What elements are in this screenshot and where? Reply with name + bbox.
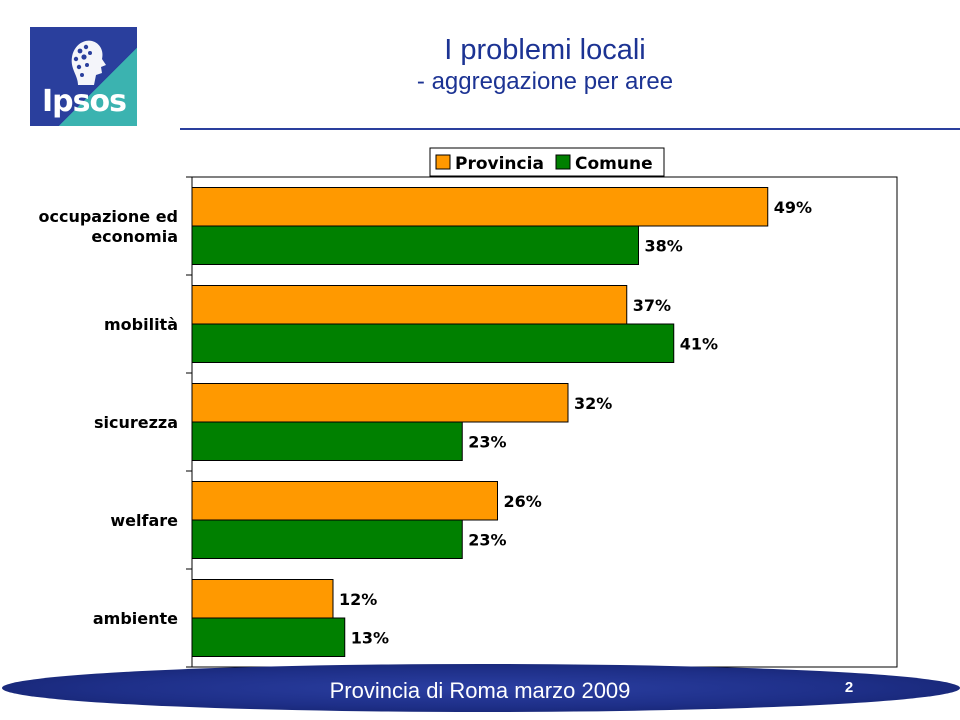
data-label: 23% bbox=[468, 432, 506, 451]
legend-label: Comune bbox=[575, 154, 653, 174]
category-label: sicurezza bbox=[94, 413, 178, 432]
data-label: 32% bbox=[574, 394, 612, 413]
data-label: 23% bbox=[468, 530, 506, 549]
logo-text: Ipsos bbox=[42, 84, 127, 119]
category-label: occupazione ed economia bbox=[38, 207, 178, 246]
page-number: 2 bbox=[844, 679, 854, 696]
legend-swatch bbox=[555, 154, 571, 170]
legend-label: Provincia bbox=[455, 154, 544, 174]
bar-provincia bbox=[191, 285, 628, 325]
page-title: I problemi locali bbox=[444, 34, 646, 66]
bar-comune bbox=[191, 421, 463, 461]
page-subtitle: - aggregazione per aree bbox=[416, 68, 674, 95]
category-label: welfare bbox=[110, 511, 178, 530]
bar-provincia bbox=[191, 383, 569, 423]
category-label: mobilità bbox=[104, 315, 178, 334]
data-label: 38% bbox=[645, 236, 683, 255]
data-label: 26% bbox=[504, 492, 542, 511]
logo-head-icon bbox=[71, 40, 106, 85]
bar-provincia bbox=[191, 579, 334, 619]
data-label: 41% bbox=[680, 334, 718, 353]
legend-box bbox=[429, 147, 665, 177]
bar-provincia bbox=[191, 481, 498, 521]
bar-provincia bbox=[191, 187, 769, 227]
bar-chart: Provincia Comune occupazione ed economia 49… bbox=[38, 147, 898, 668]
data-label: 37% bbox=[633, 296, 671, 315]
footer-text: Provincia di Roma marzo 2009 bbox=[329, 678, 631, 703]
chart-legend: Provincia Comune bbox=[429, 147, 665, 177]
ipsos-logo: Ipsos bbox=[30, 27, 137, 126]
legend-swatch bbox=[435, 154, 451, 170]
data-label: 13% bbox=[351, 628, 389, 647]
data-label: 12% bbox=[339, 590, 377, 609]
bar-comune bbox=[191, 323, 675, 363]
category-label: ambiente bbox=[93, 609, 178, 628]
title-divider bbox=[180, 128, 960, 130]
plot-area: occupazione ed economia 49% 38% mobilità 37% 4… bbox=[38, 176, 898, 668]
bar-comune bbox=[191, 519, 463, 559]
footer-bar bbox=[2, 664, 960, 712]
title-block: I problemi locali - aggregazione per are… bbox=[290, 33, 800, 97]
bar-comune bbox=[191, 225, 639, 265]
data-label: 49% bbox=[774, 198, 812, 217]
bar-comune bbox=[191, 617, 346, 657]
